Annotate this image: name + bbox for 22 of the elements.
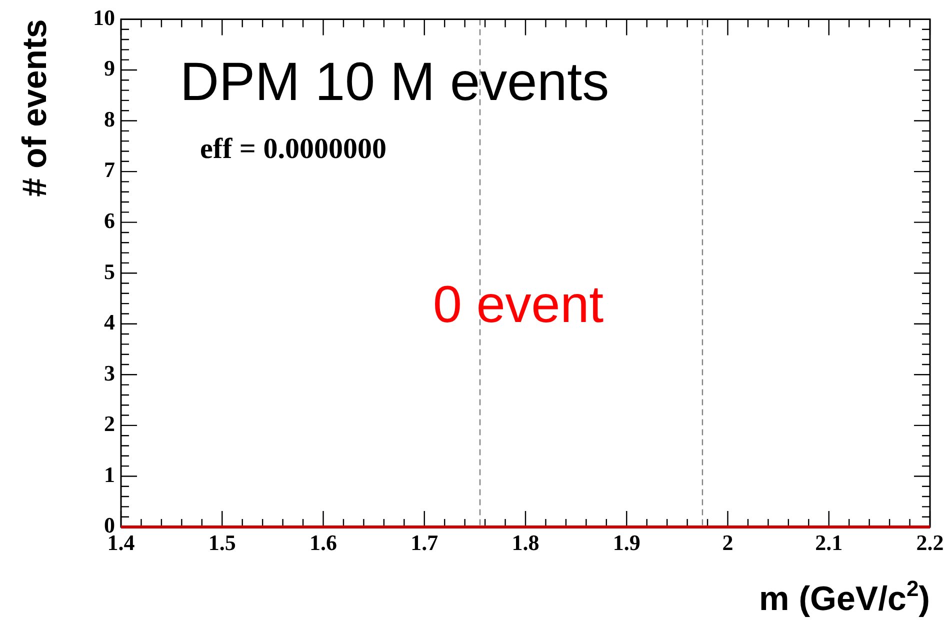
y-tick-label: 1 [104,462,115,487]
x-tick-label: 1.6 [310,530,337,555]
y-axis-title: # of events [16,19,54,197]
annotation: DPM 10 M events [180,52,610,112]
x-tick-label: 1.9 [612,530,640,555]
x-tick-label: 2.1 [815,530,843,555]
y-tick-label: 7 [104,157,115,182]
x-tick-label: 1.8 [512,530,540,555]
y-tick-label: 8 [104,106,115,132]
y-tick-label: 9 [104,56,115,81]
y-tick-label: 10 [93,4,115,30]
y-tick-label: 3 [104,360,115,386]
x-tick-label: 2 [722,530,734,555]
x-tick-label: 1.7 [410,530,438,555]
annotation: 0 event [433,276,604,334]
x-tick-label: 1.5 [208,530,236,555]
y-tick-label: 5 [104,258,115,284]
y-tick-label: 6 [104,208,115,234]
y-tick-label: 2 [104,411,115,436]
y-tick-label: 4 [104,310,115,335]
x-tick-label: 2.2 [916,530,944,555]
annotation: eff = 0.0000000 [200,133,386,165]
